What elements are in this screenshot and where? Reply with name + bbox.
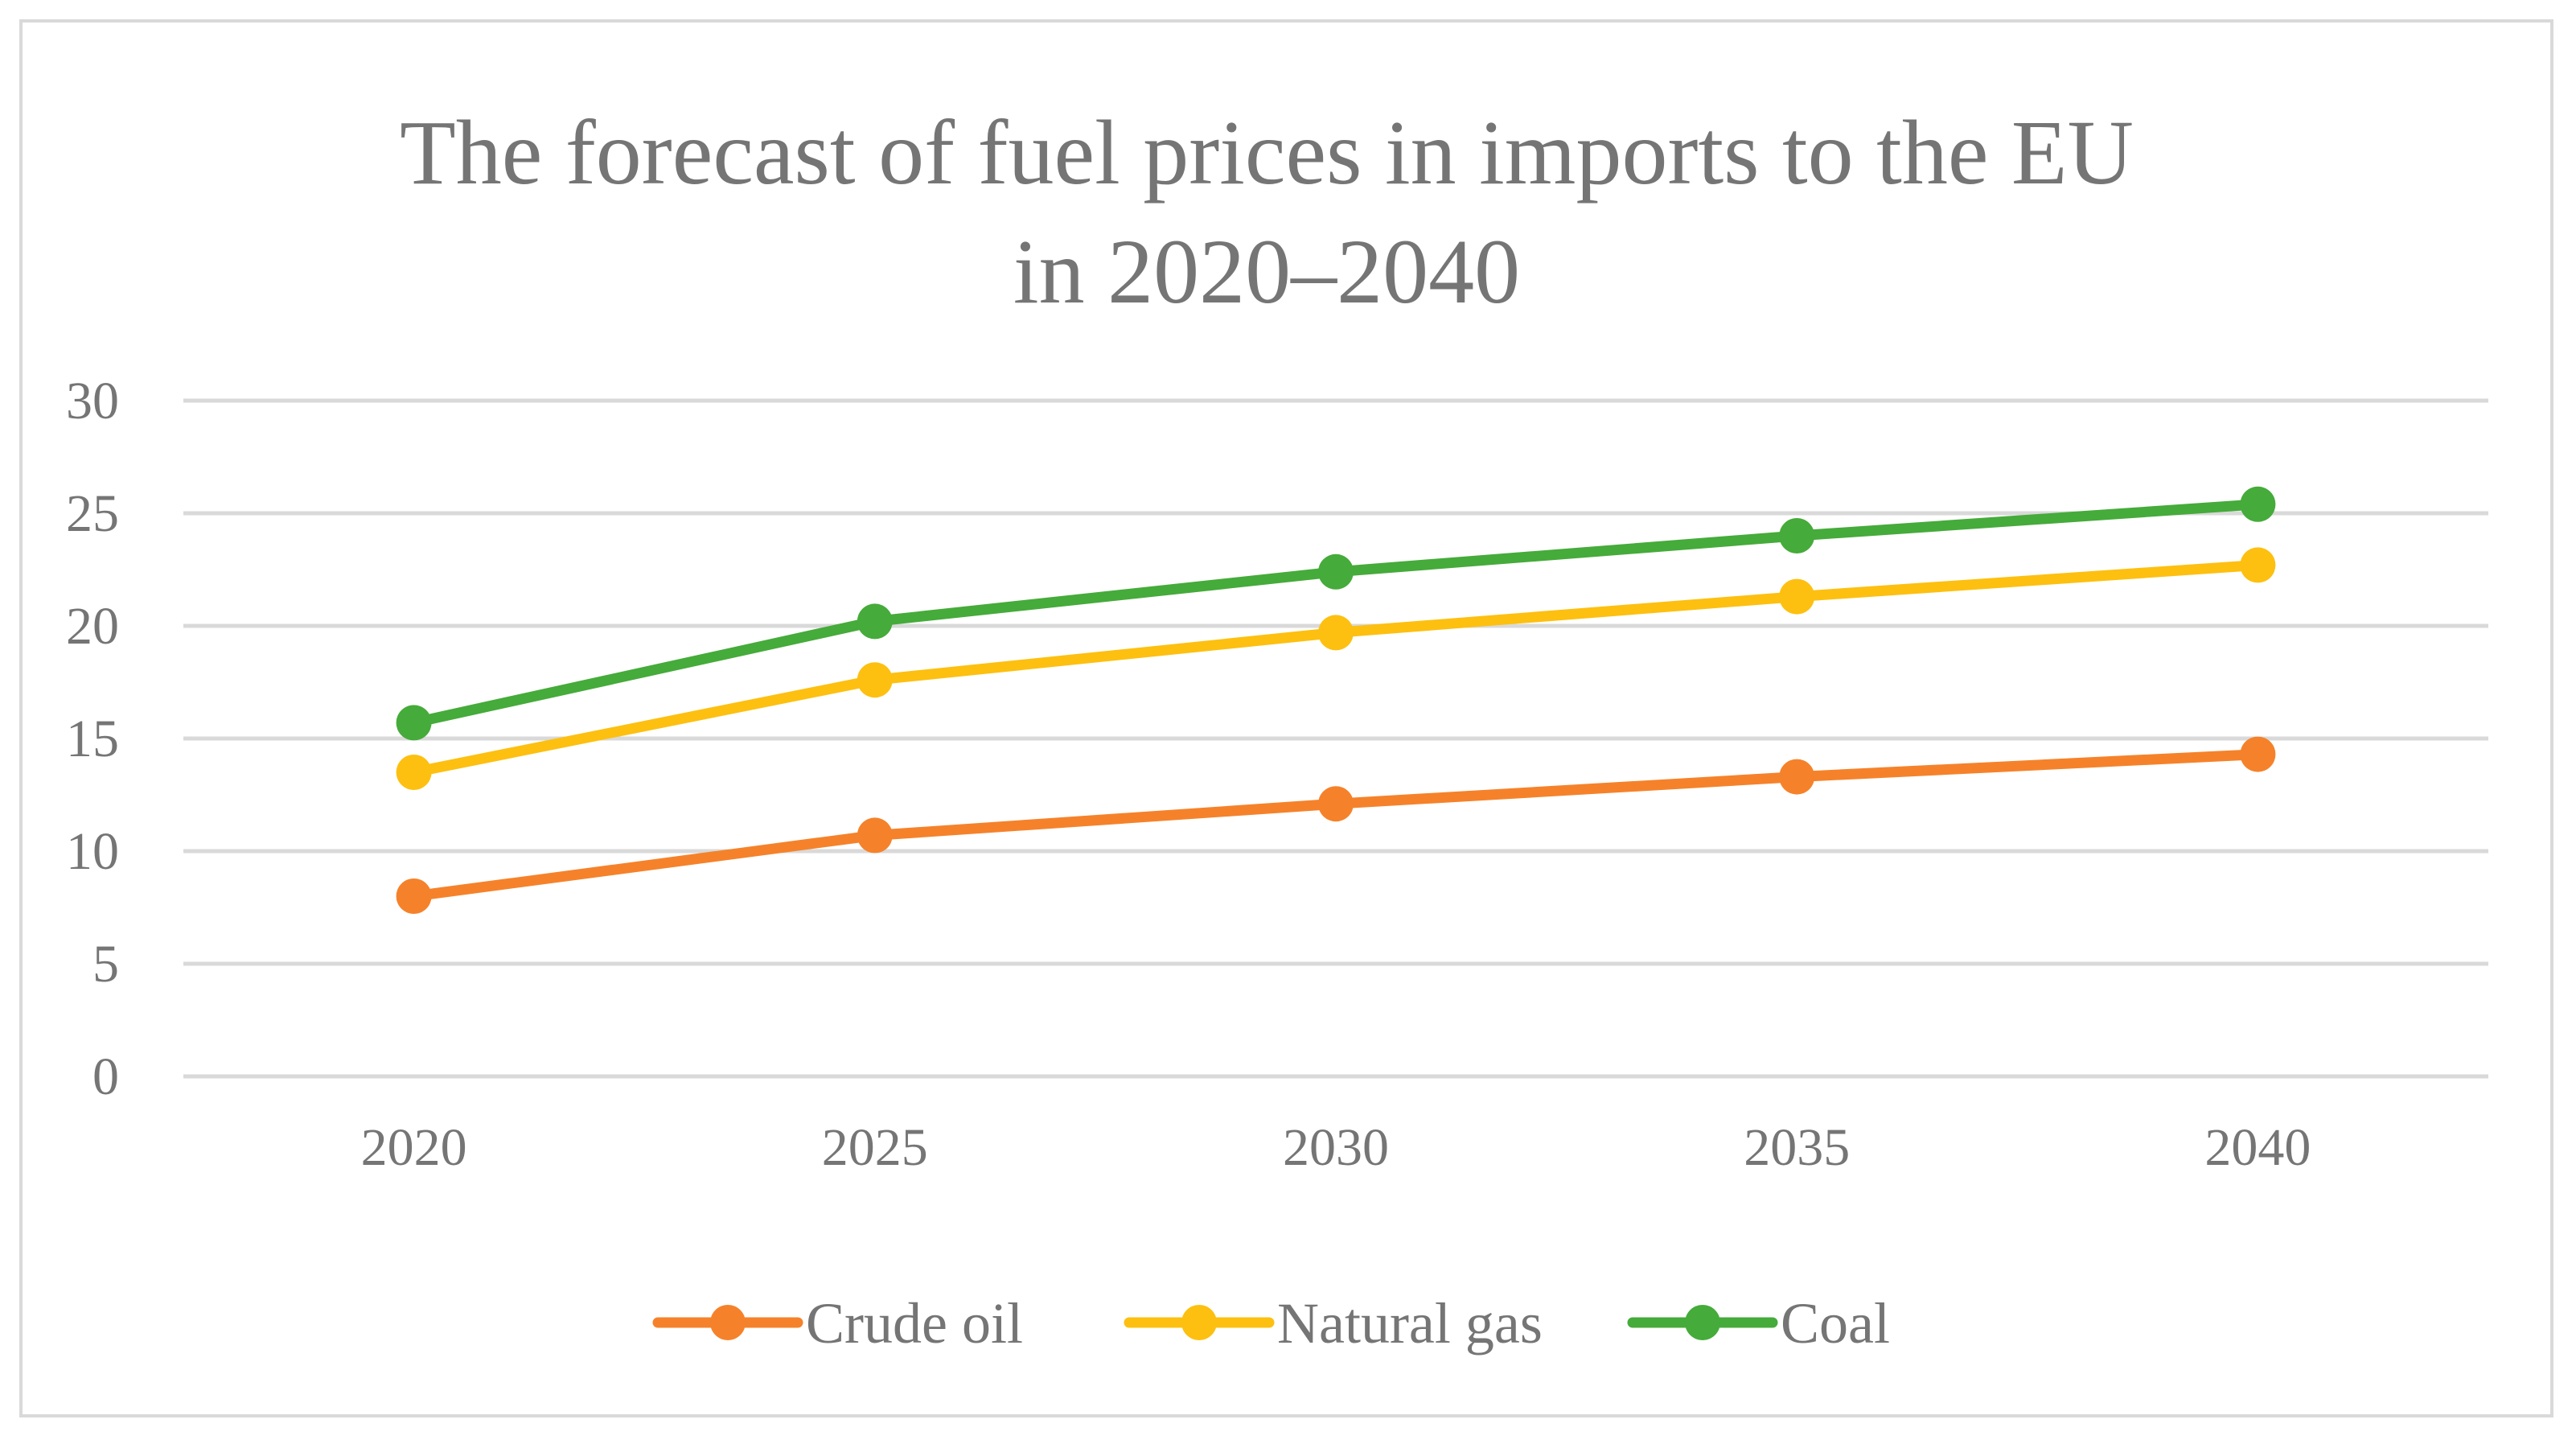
- series-coal: [396, 486, 2276, 741]
- legend-label: Natural gas: [1277, 1291, 1543, 1356]
- legend-item-natural-gas[interactable]: Natural gas: [1124, 1291, 1543, 1356]
- series-line-coal: [409, 499, 2263, 728]
- y-axis-tick-labels: 0 5 10 15 20 25 30: [66, 372, 119, 1106]
- legend-swatch-marker: [710, 1305, 746, 1340]
- data-point-coal-2020: [396, 705, 432, 741]
- y-tick-label: 15: [66, 710, 119, 768]
- chart-title-line-2: in 2020–2040: [1013, 220, 1520, 323]
- data-point-natural-gas-2020: [396, 755, 432, 790]
- data-point-crude-oil-2020: [396, 878, 432, 914]
- x-tick-label: 2035: [1744, 1118, 1850, 1177]
- legend-swatch-marker: [1685, 1305, 1720, 1340]
- line-chart: The forecast of fuel prices in imports t…: [66, 101, 2488, 1356]
- data-point-natural-gas-2030: [1318, 615, 1354, 651]
- series-natural-gas: [396, 547, 2276, 790]
- data-point-coal-2035: [1779, 518, 1815, 553]
- series-line-crude-oil: [409, 749, 2263, 902]
- series-crude-oil: [396, 736, 2276, 914]
- legend-label: Crude oil: [806, 1291, 1023, 1356]
- gridlines: [183, 398, 2488, 1079]
- y-tick-label: 10: [66, 822, 119, 881]
- y-tick-label: 25: [66, 484, 119, 543]
- x-tick-label: 2030: [1283, 1118, 1389, 1177]
- legend-item-crude-oil[interactable]: Crude oil: [652, 1291, 1023, 1356]
- series-line-natural-gas: [409, 559, 2263, 778]
- data-point-coal-2025: [857, 603, 893, 640]
- chart-frame: The forecast of fuel prices in imports t…: [19, 19, 2553, 1417]
- data-point-coal-2040: [2240, 486, 2276, 522]
- data-point-crude-oil-2025: [857, 817, 893, 854]
- y-tick-label: 0: [92, 1047, 119, 1106]
- data-point-natural-gas-2035: [1779, 578, 1815, 615]
- x-axis-tick-labels: 2020 2025 2030 2035 2040: [361, 1118, 2311, 1177]
- data-point-crude-oil-2040: [2240, 736, 2276, 772]
- legend: Crude oil Natural gas Coal: [652, 1291, 1890, 1356]
- chart-title-line-1: The forecast of fuel prices in imports t…: [400, 101, 2134, 204]
- x-tick-label: 2025: [822, 1118, 928, 1177]
- x-tick-label: 2040: [2204, 1118, 2311, 1177]
- data-point-crude-oil-2035: [1779, 759, 1815, 795]
- legend-item-coal[interactable]: Coal: [1627, 1291, 1890, 1356]
- data-point-natural-gas-2025: [857, 662, 893, 698]
- data-point-natural-gas-2040: [2240, 547, 2276, 583]
- x-tick-label: 2020: [361, 1118, 467, 1177]
- y-tick-label: 30: [66, 372, 119, 430]
- y-tick-label: 5: [92, 935, 119, 994]
- series-lines: [396, 486, 2276, 914]
- legend-swatch-marker: [1181, 1305, 1217, 1340]
- legend-label: Coal: [1781, 1291, 1890, 1356]
- data-point-coal-2030: [1318, 553, 1354, 590]
- y-tick-label: 20: [66, 597, 119, 656]
- data-point-crude-oil-2030: [1318, 786, 1354, 822]
